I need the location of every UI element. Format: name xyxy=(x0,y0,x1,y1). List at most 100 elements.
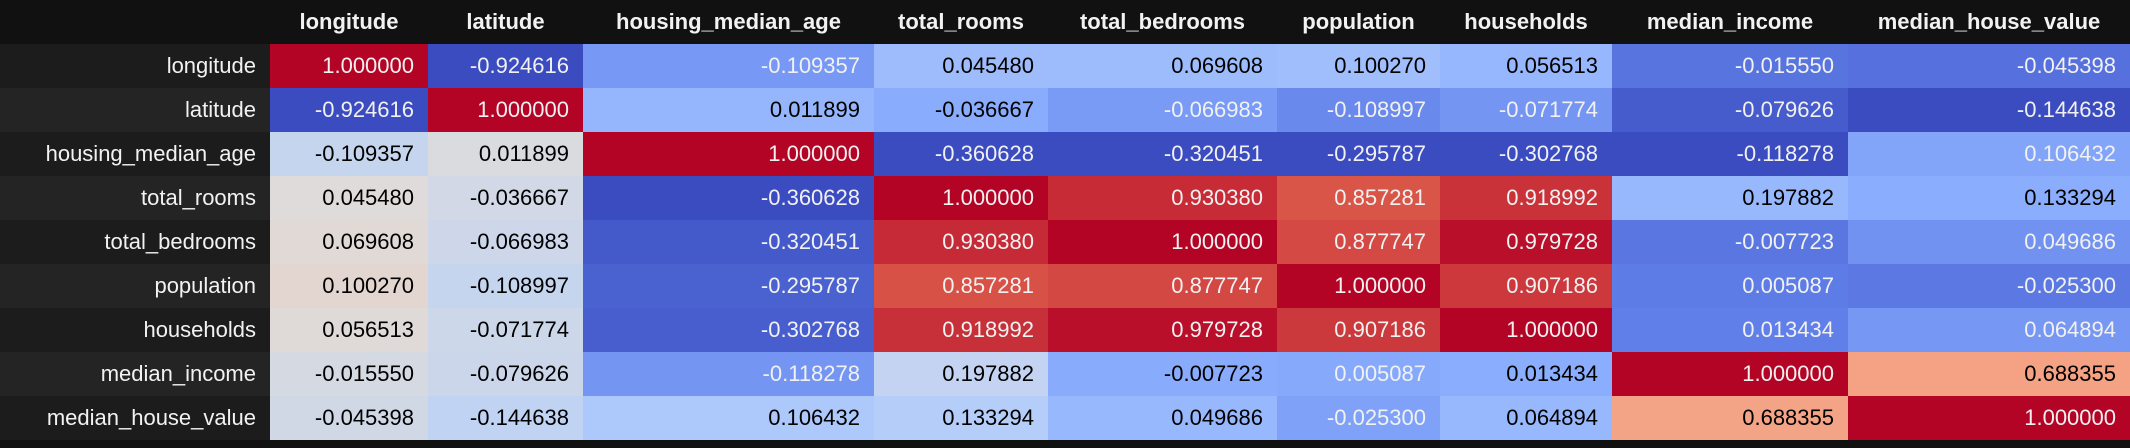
cell: 0.106432 xyxy=(583,396,874,440)
cell: 0.100270 xyxy=(270,264,428,308)
column-header: median_house_value xyxy=(1848,0,2130,44)
cell: -0.302768 xyxy=(583,308,874,352)
cell: -0.924616 xyxy=(428,44,583,88)
cell: 0.005087 xyxy=(1277,352,1440,396)
table-row: housing_median_age -0.109357 0.011899 1.000… xyxy=(0,132,2130,176)
cell: -0.109357 xyxy=(583,44,874,88)
cell: -0.071774 xyxy=(428,308,583,352)
cell: -0.045398 xyxy=(270,396,428,440)
row-header: total_rooms xyxy=(0,176,270,220)
cell: -0.108997 xyxy=(428,264,583,308)
cell: 0.907186 xyxy=(1440,264,1612,308)
cell: 0.013434 xyxy=(1612,308,1848,352)
cell: 0.064894 xyxy=(1848,308,2130,352)
cell: 0.045480 xyxy=(270,176,428,220)
table-row: median_income -0.015550 -0.079626 -0.118278… xyxy=(0,352,2130,396)
column-header: total_bedrooms xyxy=(1048,0,1277,44)
cell: -0.360628 xyxy=(583,176,874,220)
cell: -0.118278 xyxy=(583,352,874,396)
cell: 0.979728 xyxy=(1048,308,1277,352)
cell: 0.069608 xyxy=(1048,44,1277,88)
cell: -0.079626 xyxy=(428,352,583,396)
cell: 0.049686 xyxy=(1048,396,1277,440)
cell: -0.066983 xyxy=(428,220,583,264)
row-header: median_house_value xyxy=(0,396,270,440)
cell: -0.118278 xyxy=(1612,132,1848,176)
cell: 0.064894 xyxy=(1440,396,1612,440)
row-header: housing_median_age xyxy=(0,132,270,176)
cell: 0.056513 xyxy=(1440,44,1612,88)
cell: -0.036667 xyxy=(428,176,583,220)
cell: 0.056513 xyxy=(270,308,428,352)
table-body: longitude 1.000000 -0.924616 -0.109357 0.045… xyxy=(0,44,2130,440)
cell: -0.924616 xyxy=(270,88,428,132)
cell: 0.877747 xyxy=(1277,220,1440,264)
table-row: total_rooms 0.045480 -0.036667 -0.360628 1.0… xyxy=(0,176,2130,220)
cell: -0.320451 xyxy=(1048,132,1277,176)
cell: -0.360628 xyxy=(874,132,1048,176)
cell: 0.197882 xyxy=(874,352,1048,396)
cell: -0.015550 xyxy=(1612,44,1848,88)
cell: 0.133294 xyxy=(874,396,1048,440)
cell: -0.036667 xyxy=(874,88,1048,132)
cell: 0.106432 xyxy=(1848,132,2130,176)
cell: 0.688355 xyxy=(1848,352,2130,396)
cell: 0.918992 xyxy=(1440,176,1612,220)
row-header: population xyxy=(0,264,270,308)
cell: -0.066983 xyxy=(1048,88,1277,132)
cell: 0.049686 xyxy=(1848,220,2130,264)
cell: 0.857281 xyxy=(874,264,1048,308)
cell: 0.045480 xyxy=(874,44,1048,88)
column-header: total_rooms xyxy=(874,0,1048,44)
column-header: households xyxy=(1440,0,1612,44)
cell: 0.005087 xyxy=(1612,264,1848,308)
cell: 1.000000 xyxy=(1848,396,2130,440)
cell: 0.013434 xyxy=(1440,352,1612,396)
cell: -0.144638 xyxy=(428,396,583,440)
table-row: longitude 1.000000 -0.924616 -0.109357 0.045… xyxy=(0,44,2130,88)
cell: -0.045398 xyxy=(1848,44,2130,88)
cell: 0.133294 xyxy=(1848,176,2130,220)
cell: 1.000000 xyxy=(1440,308,1612,352)
row-header: households xyxy=(0,308,270,352)
cell: -0.295787 xyxy=(583,264,874,308)
table-header: longitude latitude housing_median_age total… xyxy=(0,0,2130,44)
cell: 0.907186 xyxy=(1277,308,1440,352)
cell: -0.108997 xyxy=(1277,88,1440,132)
cell: -0.007723 xyxy=(1612,220,1848,264)
row-header: total_bedrooms xyxy=(0,220,270,264)
cell: 1.000000 xyxy=(583,132,874,176)
column-header: population xyxy=(1277,0,1440,44)
cell: -0.025300 xyxy=(1277,396,1440,440)
table-row: median_house_value -0.045398 -0.144638 0.10… xyxy=(0,396,2130,440)
cell: 1.000000 xyxy=(1048,220,1277,264)
table-row: total_bedrooms 0.069608 -0.066983 -0.320451… xyxy=(0,220,2130,264)
row-header: median_income xyxy=(0,352,270,396)
cell: 0.100270 xyxy=(1277,44,1440,88)
cell: -0.320451 xyxy=(583,220,874,264)
cell: -0.079626 xyxy=(1612,88,1848,132)
cell: 0.930380 xyxy=(1048,176,1277,220)
cell: -0.025300 xyxy=(1848,264,2130,308)
row-header: latitude xyxy=(0,88,270,132)
cell: 0.979728 xyxy=(1440,220,1612,264)
table-row: population 0.100270 -0.108997 -0.295787 0.85… xyxy=(0,264,2130,308)
cell: -0.015550 xyxy=(270,352,428,396)
cell: 1.000000 xyxy=(428,88,583,132)
column-header: housing_median_age xyxy=(583,0,874,44)
corner-cell xyxy=(0,0,270,44)
column-header: longitude xyxy=(270,0,428,44)
cell: -0.302768 xyxy=(1440,132,1612,176)
column-header: median_income xyxy=(1612,0,1848,44)
cell: -0.144638 xyxy=(1848,88,2130,132)
cell: 1.000000 xyxy=(1612,352,1848,396)
cell: -0.007723 xyxy=(1048,352,1277,396)
cell: 1.000000 xyxy=(270,44,428,88)
cell: 0.857281 xyxy=(1277,176,1440,220)
cell: -0.071774 xyxy=(1440,88,1612,132)
cell: -0.109357 xyxy=(270,132,428,176)
column-header: latitude xyxy=(428,0,583,44)
cell: 0.197882 xyxy=(1612,176,1848,220)
